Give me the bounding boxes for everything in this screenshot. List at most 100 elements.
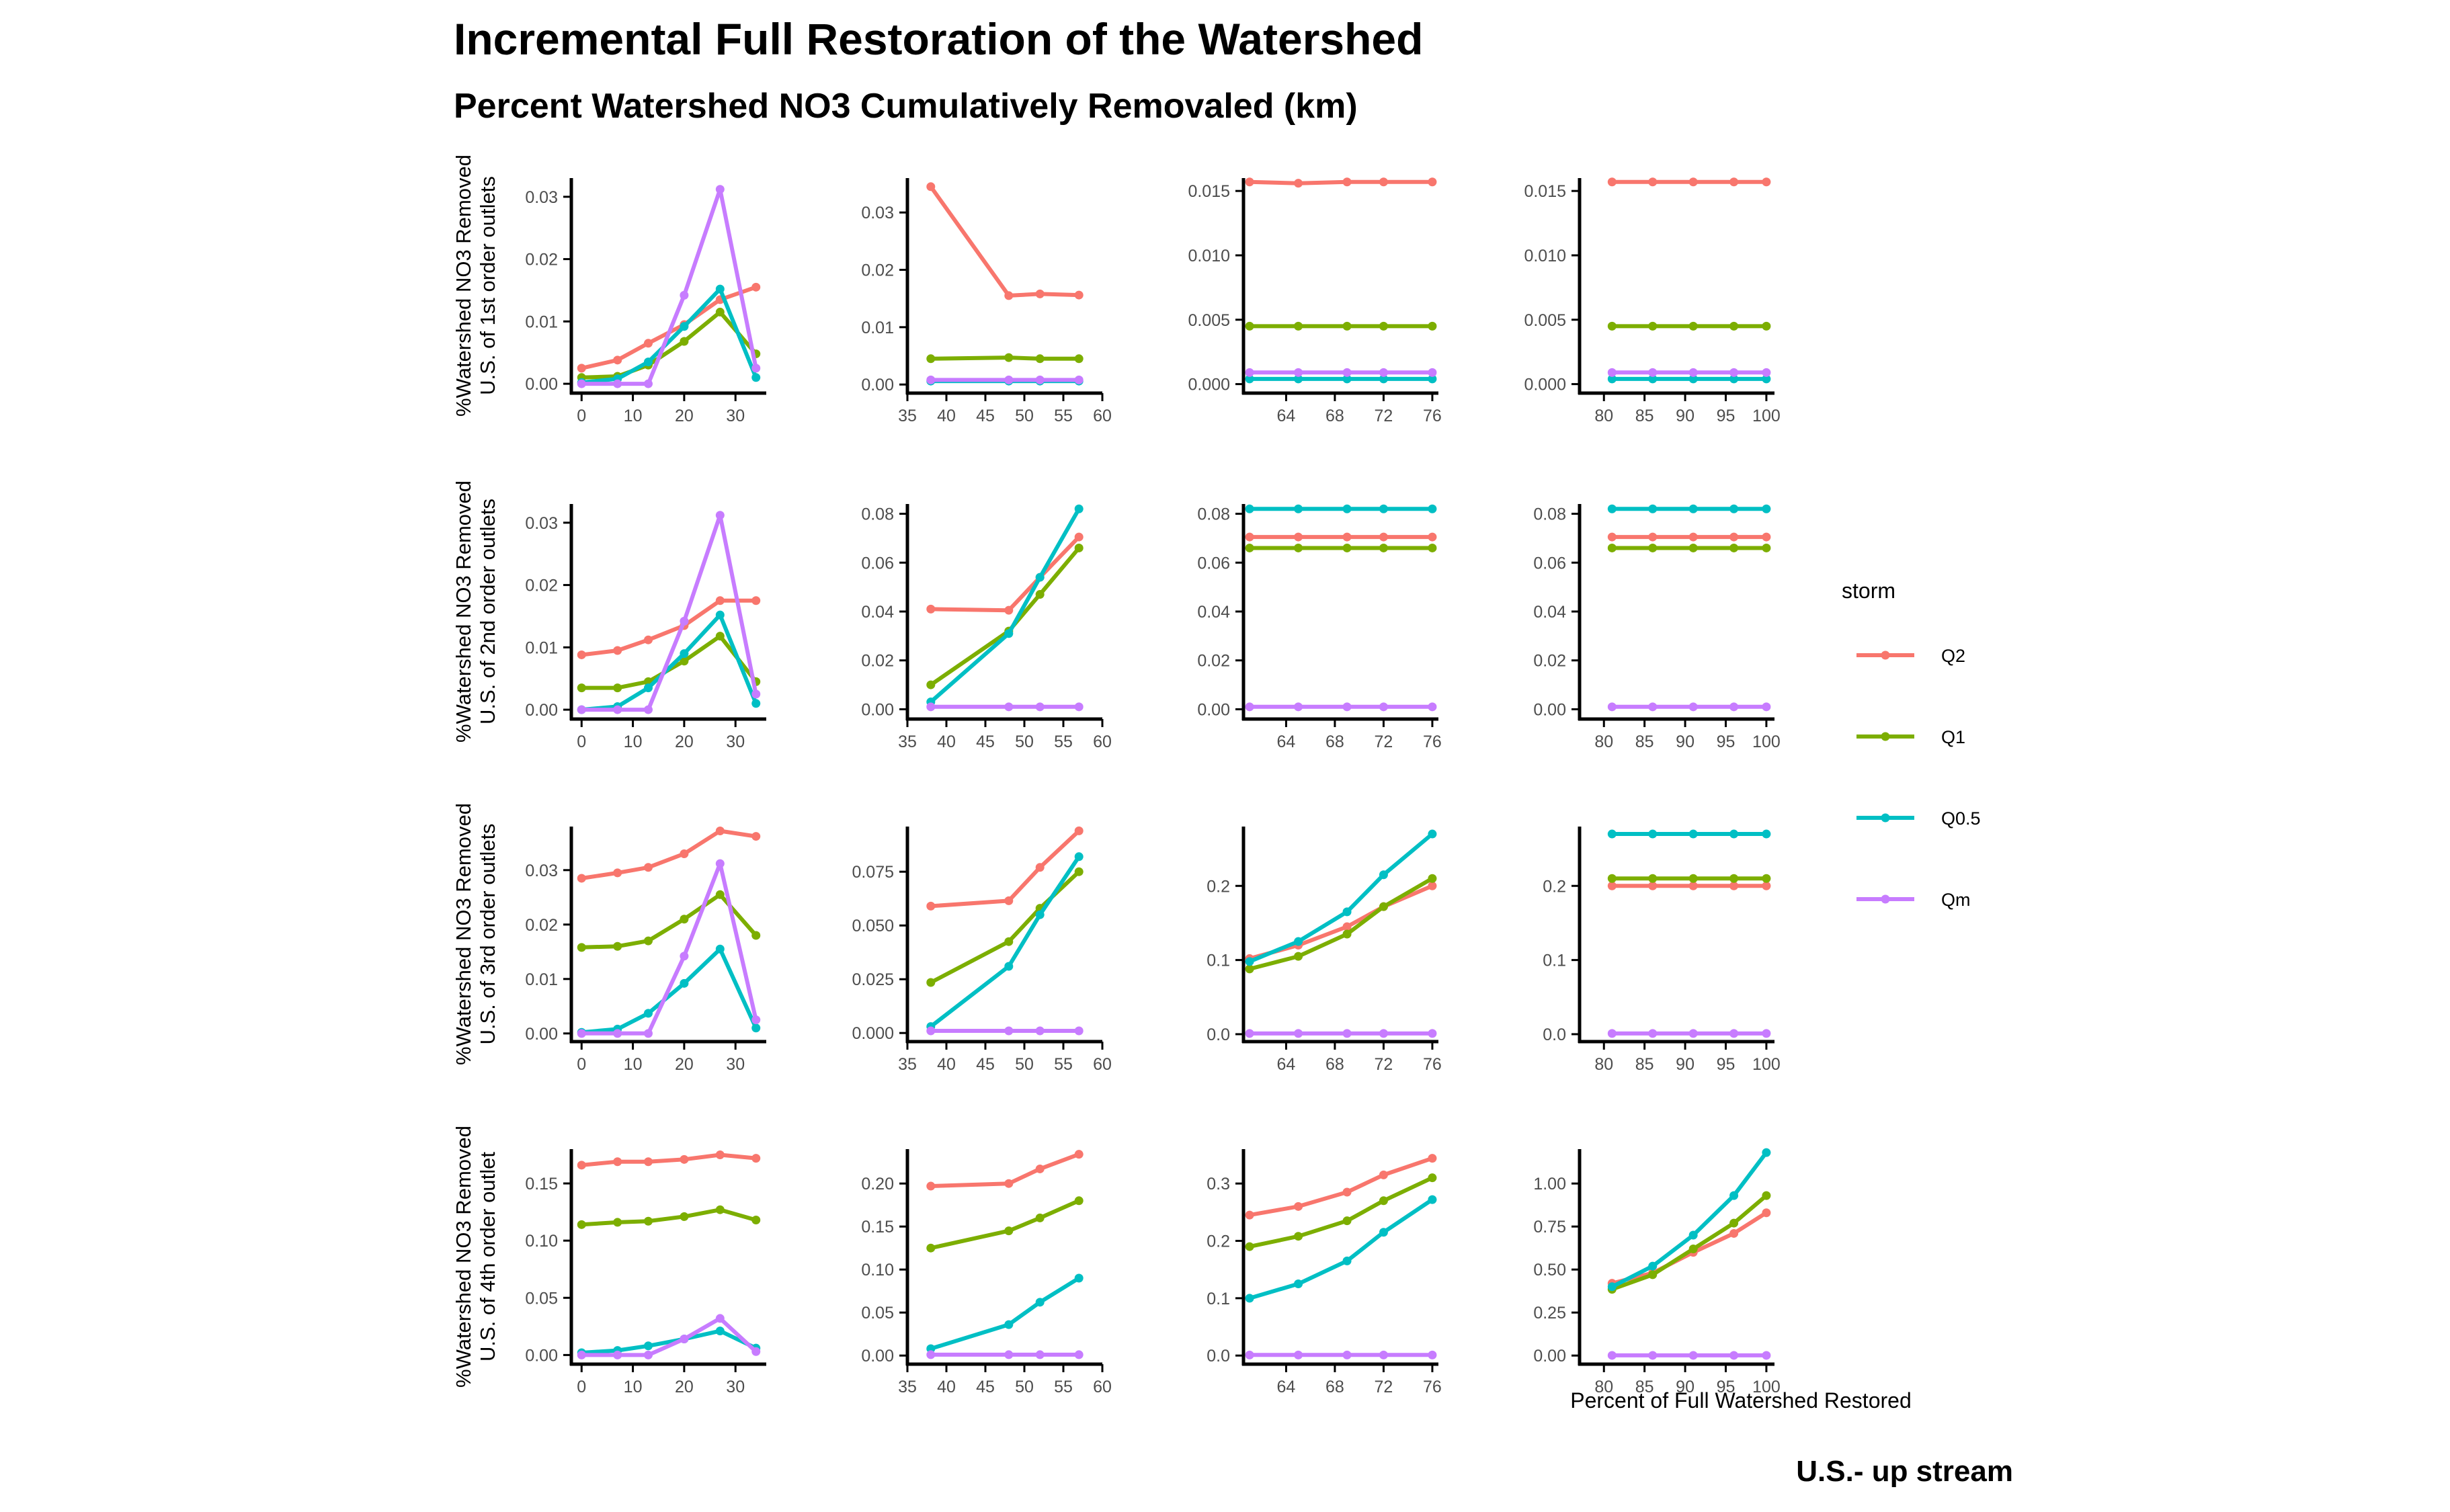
x-tick-label: 68 (1325, 732, 1344, 751)
x-tick-label: 0 (577, 1378, 586, 1396)
x-tick-label: 30 (726, 407, 745, 425)
y-axis-label-row-1: %Watershed NO3 Removed U.S. of 1st order … (452, 155, 499, 417)
x-tick-label: 40 (937, 732, 956, 751)
data-point-Qm (1428, 1029, 1437, 1038)
data-point-Q0.5 (1379, 374, 1388, 384)
series-line-Q0.5 (1248, 1198, 1434, 1300)
panel-r3-c1: 0.00 0.01 0.02 0.03 0 10 20 30 (525, 826, 766, 1074)
data-point-Qm (926, 702, 936, 712)
x-tick-label: 40 (937, 1378, 956, 1396)
data-point-Qm (1379, 1029, 1388, 1038)
data-point-Q2 (1004, 896, 1014, 905)
data-point-Q0.5 (1294, 937, 1303, 946)
data-point-Q1 (1294, 543, 1303, 552)
data-point-Qm (1294, 1029, 1303, 1038)
data-point-Q1 (680, 657, 689, 666)
series-line-Q1 (1248, 876, 1434, 971)
y-axis-label-line2: U.S. of 1st order outlets (476, 176, 499, 395)
legend-item-Q0.5: Q0.5 (1856, 808, 1981, 829)
data-point-Qm (1342, 1029, 1352, 1038)
x-tick-label: 50 (1015, 732, 1034, 751)
y-tick-label: 0.02 (525, 251, 558, 269)
data-point-Qm (577, 1350, 586, 1359)
data-point-Qm (1035, 1026, 1045, 1036)
legend-item-Qm: Qm (1856, 890, 1971, 910)
data-point-Q1 (1294, 321, 1303, 331)
y-axis-label-line2: U.S. of 3rd order outlets (476, 823, 499, 1044)
y-tick-label: 0.02 (861, 652, 894, 671)
y-tick-label: 0.05 (525, 1289, 558, 1308)
data-point-Qm (1607, 1351, 1617, 1360)
data-point-Qm (1607, 702, 1617, 712)
x-tick-label: 64 (1277, 732, 1296, 751)
data-point-Q0.5 (1428, 829, 1437, 839)
data-point-Q0.5 (1648, 504, 1658, 513)
x-tick-label: 85 (1635, 1055, 1654, 1074)
data-point-Q2 (1074, 826, 1084, 835)
x-tick-label: 0 (577, 407, 586, 425)
data-point-Qm (680, 616, 689, 626)
y-tick-label: 0.00 (1197, 700, 1230, 719)
data-point-Q2 (613, 868, 622, 878)
data-point-Q1 (1607, 321, 1617, 331)
data-point-Qm (643, 1029, 653, 1038)
data-point-Qm (751, 364, 761, 373)
x-tick-label: 10 (624, 1378, 643, 1396)
data-point-Q0.5 (1035, 910, 1045, 919)
data-point-Q2 (1648, 532, 1658, 542)
x-tick-label: 55 (1054, 407, 1073, 425)
data-point-Q1 (1729, 874, 1739, 883)
y-axis-label-line1: %Watershed NO3 Removed (452, 155, 475, 417)
data-point-Q2 (1342, 1187, 1352, 1197)
data-point-Qm (1035, 702, 1045, 712)
series-line-Qm (579, 187, 758, 386)
data-point-Qm (1648, 702, 1658, 712)
y-tick-label: 0.02 (861, 261, 894, 280)
data-point-Q1 (1648, 543, 1658, 552)
series-line-Q2 (1248, 179, 1434, 185)
x-tick-label: 45 (976, 732, 995, 751)
data-point-Q1 (1688, 543, 1698, 552)
data-point-Q2 (1729, 177, 1739, 187)
data-point-Q1 (1648, 1270, 1658, 1279)
y-tick-label: 0.015 (1188, 182, 1230, 201)
y-tick-label: 0.03 (525, 188, 558, 207)
x-tick-label: 40 (937, 407, 956, 425)
x-tick-label: 76 (1423, 1055, 1442, 1074)
x-tick-label: 20 (675, 1055, 694, 1074)
y-tick-label: 0.50 (1533, 1261, 1566, 1279)
x-tick-label: 90 (1676, 1055, 1694, 1074)
x-tick-label: 50 (1015, 1055, 1034, 1074)
data-point-Q2 (926, 901, 936, 911)
panel-r1-c1: 0.00 0.01 0.02 0.03 0 10 20 30 (525, 178, 766, 425)
legend-label: Qm (1941, 890, 1971, 910)
data-point-Q1 (1342, 1216, 1352, 1226)
y-tick-label: 0.000 (1188, 376, 1230, 394)
data-point-Qm (1607, 1029, 1617, 1038)
data-point-Q1 (577, 1220, 586, 1229)
data-point-Q0.5 (1607, 504, 1617, 513)
data-point-Qm (1035, 1350, 1045, 1359)
data-point-Q0.5 (1245, 957, 1254, 966)
data-point-Q1 (1648, 321, 1658, 331)
data-point-Qm (751, 689, 761, 699)
data-point-Q1 (1294, 1232, 1303, 1241)
x-tick-label: 95 (1717, 732, 1736, 751)
data-point-Q1 (1688, 874, 1698, 883)
data-point-Qm (1379, 1350, 1388, 1359)
data-point-Q1 (1035, 1213, 1045, 1222)
data-point-Qm (1294, 1350, 1303, 1359)
y-tick-label: 0.015 (1524, 182, 1566, 201)
series-line-Q1 (928, 1198, 1081, 1251)
y-axis-label-row-3: %Watershed NO3 Removed U.S. of 3rd order … (452, 803, 499, 1065)
y-tick-label: 0.0 (1207, 1025, 1230, 1044)
data-point-Q0.5 (1004, 1320, 1014, 1329)
x-tick-label: 64 (1277, 407, 1296, 425)
chart-subtitle: Percent Watershed NO3 Cumulatively Remov… (454, 87, 1358, 126)
y-tick-label: 0.00 (525, 1025, 558, 1044)
data-point-Qm (1379, 368, 1388, 377)
data-point-Q1 (680, 915, 689, 924)
data-point-Q2 (1762, 532, 1771, 542)
data-point-Q0.5 (1648, 1261, 1658, 1271)
series-line-Qm (579, 1316, 758, 1357)
